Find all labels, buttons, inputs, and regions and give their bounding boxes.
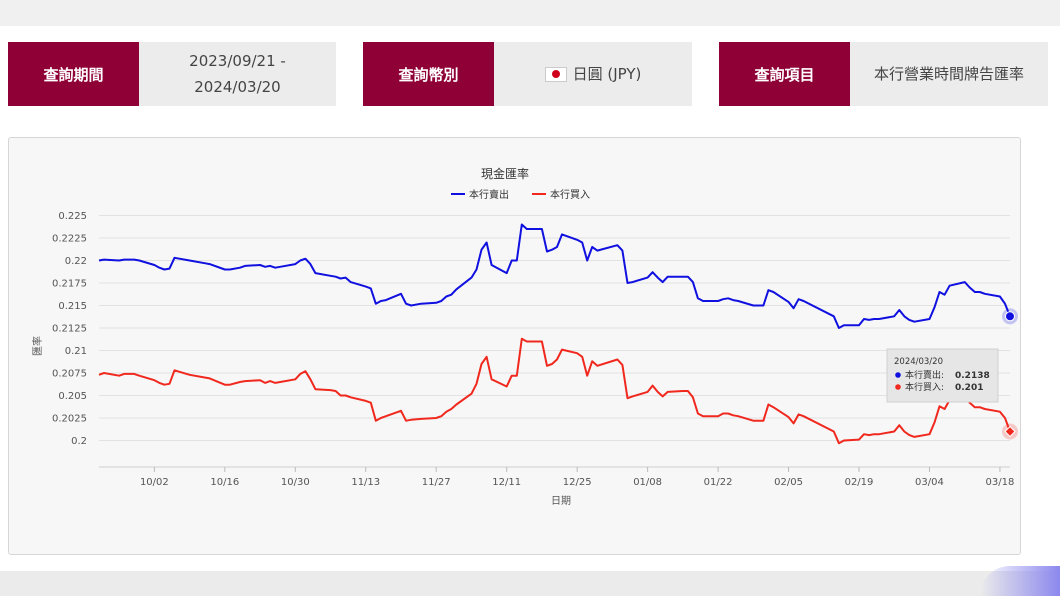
corner-decoration	[980, 566, 1060, 596]
tooltip-sell-label: 本行賣出:	[905, 369, 944, 381]
series-line-sell	[98, 223, 1011, 329]
x-tick-label: 01/08	[633, 477, 662, 488]
chart-legend: 本行賣出 本行買入	[451, 188, 590, 201]
chart-title: 現金匯率	[481, 166, 529, 181]
x-tick-label: 03/18	[986, 477, 1015, 488]
query-period-end: 2024/03/20	[194, 78, 281, 96]
query-currency-label: 查詢幣別	[363, 42, 494, 106]
y-tick-label: 0.21	[65, 346, 87, 357]
x-tick-label: 10/16	[210, 477, 239, 488]
x-tick-label: 11/13	[351, 477, 380, 488]
legend-buy-label[interactable]: 本行買入	[550, 188, 590, 201]
query-item-value: 本行營業時間牌告匯率	[850, 42, 1048, 106]
chart-tooltip: 2024/03/20 本行賣出: 0.2138 本行買入: 0.201	[886, 348, 999, 403]
x-tick-label: 02/05	[774, 477, 803, 488]
tooltip-buy-value: 0.201	[955, 383, 983, 393]
query-period-label: 查詢期間	[8, 42, 139, 106]
tooltip-sell-value: 0.2138	[955, 371, 990, 381]
x-axis-ticks: 10/02 10/16 10/30 11/13 11/27 12/11 12/25 01/08…	[140, 467, 1014, 488]
x-tick-label: 10/30	[281, 477, 310, 488]
x-tick-label: 12/11	[492, 477, 521, 488]
y-axis-label: 匯率	[31, 336, 44, 356]
y-tick-label: 0.2225	[52, 234, 87, 245]
y-axis-ticks: 0.2 0.2025 0.205 0.2075 0.21 0.2125 0.215 0.217…	[52, 211, 87, 447]
x-tick-label: 02/19	[845, 477, 874, 488]
series-end-marker-sell	[1005, 311, 1015, 322]
y-tick-label: 0.2075	[52, 369, 87, 380]
chart-series	[98, 223, 1018, 445]
query-item-label: 查詢項目	[719, 42, 850, 106]
x-tick-label: 01/22	[704, 477, 733, 488]
y-tick-label: 0.2175	[52, 279, 87, 290]
query-period-start: 2023/09/21 -	[189, 52, 286, 70]
query-currency-text: 日圓 (JPY)	[572, 65, 642, 83]
tooltip-date: 2024/03/20	[894, 357, 943, 367]
y-tick-label: 0.215	[58, 301, 87, 312]
tooltip-buy-dot	[895, 384, 901, 390]
series-end-marker-buy	[1004, 425, 1016, 438]
rate-chart[interactable]: 現金匯率 本行賣出 本行買入 0.20.20250.2050.20750.210…	[9, 138, 1020, 554]
legend-sell-label[interactable]: 本行賣出	[469, 188, 509, 201]
series-line-buy	[98, 337, 1011, 445]
chart-container: 現金匯率 本行賣出 本行買入 0.2 0.2025 0.205 0.2075 0.21 0…	[8, 137, 1021, 555]
tooltip-box	[886, 348, 999, 403]
tooltip-buy-label: 本行買入:	[905, 381, 944, 393]
y-tick-label: 0.22	[65, 256, 87, 267]
x-tick-label: 10/02	[140, 477, 169, 488]
y-tick-label: 0.205	[58, 391, 87, 402]
x-axis-label: 日期	[551, 495, 571, 507]
query-currency-value: 日圓 (JPY)	[494, 42, 692, 106]
y-tick-label: 0.2	[71, 436, 87, 447]
x-tick-label: 11/27	[422, 477, 451, 488]
x-tick-label: 12/25	[563, 477, 592, 488]
query-period-value: 2023/09/21 - 2024/03/20	[139, 42, 336, 106]
x-tick-label: 03/04	[915, 477, 944, 488]
tooltip-sell-dot	[895, 372, 901, 378]
y-tick-label: 0.2125	[52, 324, 87, 335]
y-tick-label: 0.225	[58, 211, 87, 222]
chart-grid	[99, 215, 1010, 468]
bottom-bar	[0, 571, 1060, 596]
japan-flag-icon	[544, 66, 567, 82]
y-tick-label: 0.2025	[52, 414, 87, 425]
